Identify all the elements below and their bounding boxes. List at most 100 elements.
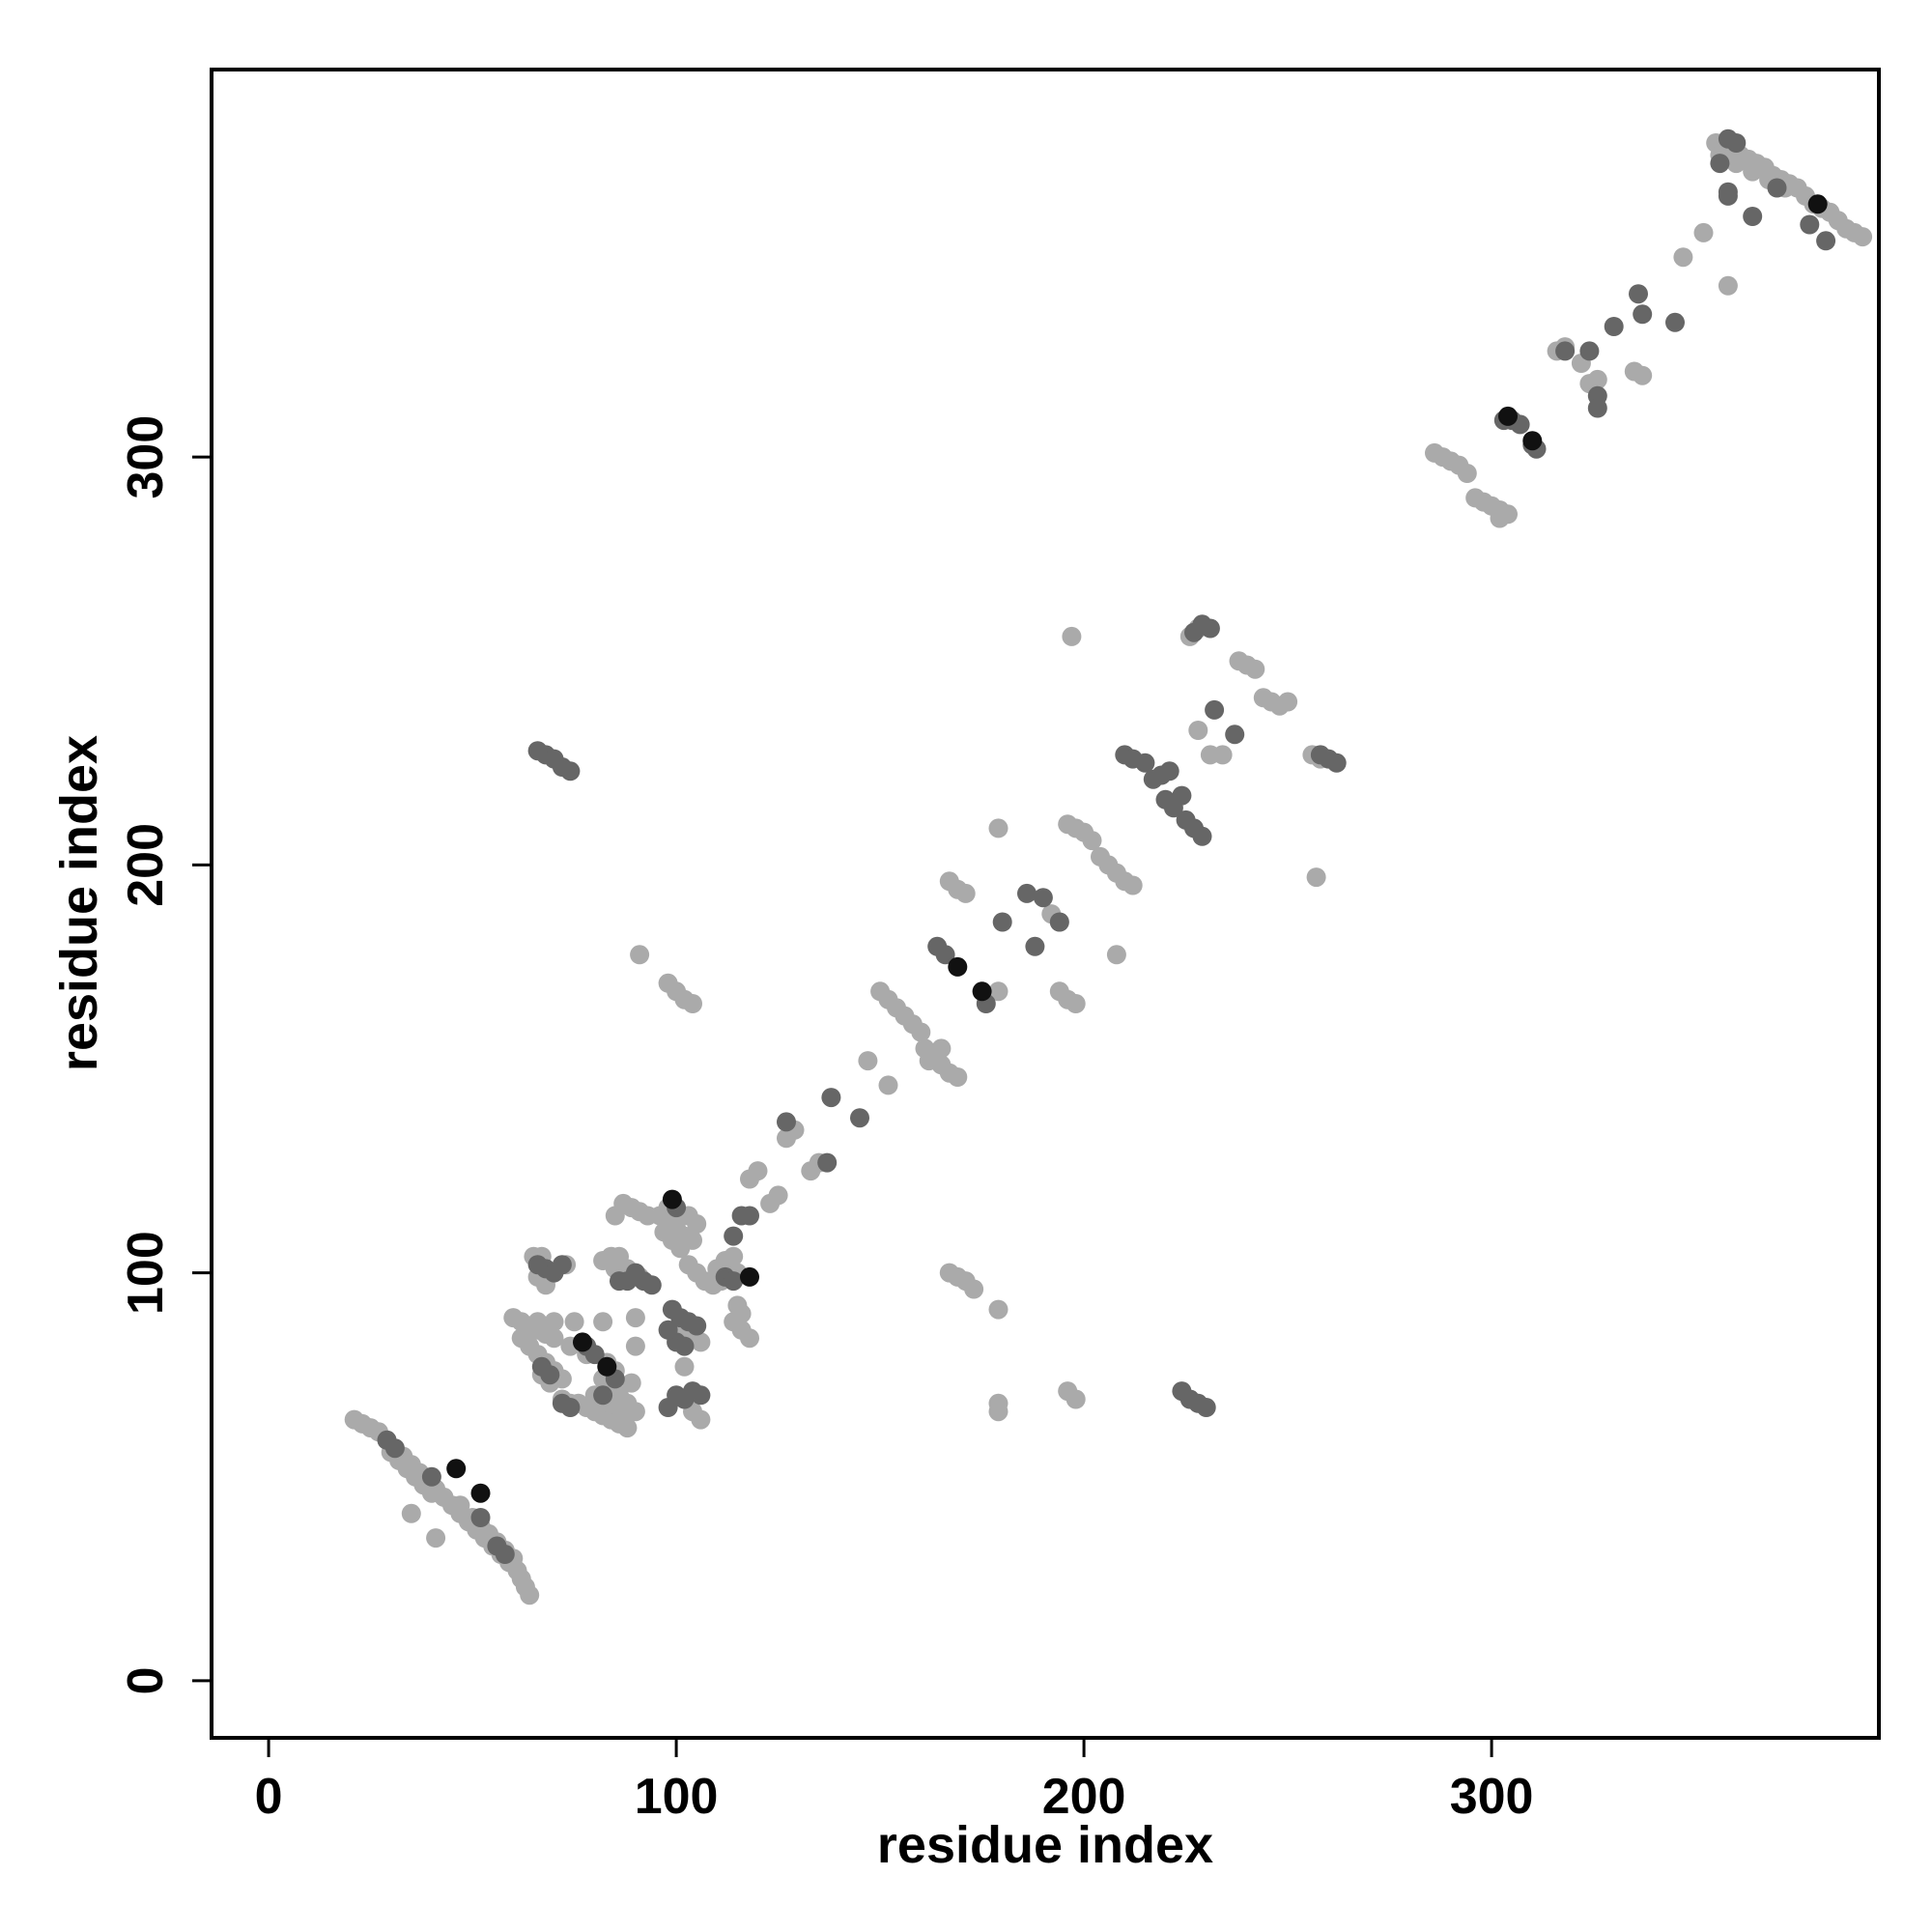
- y-axis-title: residue index: [50, 735, 108, 1071]
- point-dark-1: [470, 1483, 491, 1503]
- point-medium-42: [724, 1271, 744, 1292]
- point-medium-27: [641, 1275, 662, 1295]
- ticks-layer: 0 100 200 300 0 100 200 300: [118, 415, 1533, 1825]
- point-medium-71: [1225, 724, 1245, 745]
- point-medium-92: [1629, 284, 1648, 304]
- point-medium-60: [1135, 753, 1155, 773]
- point-light-221: [1587, 369, 1607, 389]
- point-light-128: [740, 1328, 759, 1349]
- point-light-133: [691, 1409, 711, 1430]
- point-light-198: [1245, 659, 1265, 679]
- point-light-205: [1306, 867, 1326, 888]
- point-dark-4: [662, 1189, 682, 1209]
- point-medium-93: [1633, 304, 1653, 325]
- point-medium-70: [1205, 699, 1225, 720]
- point-light-181: [1049, 981, 1069, 1002]
- point-light-135: [748, 1161, 768, 1181]
- point-medium-101: [1718, 185, 1738, 206]
- point-medium-10: [560, 761, 581, 781]
- points-layer: [344, 128, 1873, 1605]
- point-light-158: [948, 1067, 968, 1087]
- point-light-165: [964, 1279, 984, 1299]
- point-medium-54: [1025, 936, 1045, 956]
- point-medium-33: [674, 1336, 695, 1356]
- point-medium-74: [1200, 618, 1220, 639]
- point-light-178: [1082, 831, 1102, 851]
- point-light-71: [617, 1418, 638, 1438]
- point-light-30: [401, 1503, 421, 1523]
- plot-frame: [210, 68, 1881, 1740]
- point-medium-99: [1800, 214, 1820, 235]
- point-medium-20: [584, 1345, 605, 1365]
- point-light-193: [1188, 721, 1208, 740]
- point-light-167: [988, 981, 1009, 1002]
- point-light-216: [1490, 508, 1510, 528]
- point-light-29: [421, 1483, 441, 1503]
- point-dark-2: [573, 1332, 592, 1352]
- point-light-44: [544, 1328, 564, 1349]
- point-light-184: [1062, 626, 1082, 646]
- point-medium-63: [1159, 761, 1179, 781]
- point-light-243: [1853, 227, 1873, 247]
- point-medium-81: [1196, 1398, 1216, 1417]
- point-light-172: [919, 1051, 939, 1071]
- point-light-131: [674, 1356, 695, 1377]
- point-dark-3: [597, 1356, 617, 1377]
- point-light-249: [1718, 275, 1738, 296]
- point-medium-55: [1017, 883, 1037, 903]
- point-medium-48: [821, 1088, 841, 1108]
- point-light-189: [1122, 875, 1143, 895]
- y-tick-label-300: 300: [118, 415, 174, 499]
- point-medium-57: [1049, 912, 1069, 932]
- point-light-107: [670, 1238, 691, 1259]
- x-tick-label-0: 0: [255, 1769, 283, 1825]
- point-medium-69: [1192, 826, 1212, 846]
- point-light-84: [621, 1373, 641, 1393]
- point-light-52: [544, 1312, 564, 1332]
- point-light-23: [520, 1585, 540, 1605]
- point-medium-87: [1555, 341, 1576, 361]
- point-light-31: [426, 1528, 446, 1548]
- point-light-130: [727, 1295, 748, 1316]
- point-light-145: [683, 994, 702, 1013]
- point-medium-94: [1665, 312, 1685, 332]
- point-medium-98: [1767, 178, 1787, 198]
- point-light-168: [988, 1299, 1009, 1320]
- point-medium-77: [1326, 753, 1347, 773]
- point-medium-5: [495, 1545, 515, 1564]
- point-dark-6: [948, 956, 968, 977]
- point-light-246: [1743, 161, 1763, 182]
- x-tick-label-200: 200: [1042, 1769, 1126, 1825]
- point-medium-47: [817, 1152, 838, 1173]
- x-axis-title: residue index: [877, 1816, 1213, 1874]
- point-medium-31: [687, 1316, 707, 1336]
- point-light-124: [691, 1332, 711, 1352]
- point-medium-56: [1033, 888, 1053, 908]
- point-medium-43: [724, 1226, 744, 1246]
- point-light-223: [1633, 365, 1653, 385]
- point-medium-91: [1604, 317, 1624, 336]
- point-light-166: [988, 818, 1009, 838]
- x-tick-label-300: 300: [1450, 1769, 1534, 1825]
- point-medium-97: [1743, 207, 1763, 226]
- point-medium-103: [1726, 133, 1747, 153]
- point-medium-49: [850, 1108, 869, 1128]
- y-tick-label-200: 200: [118, 823, 174, 907]
- point-light-81: [617, 1393, 638, 1413]
- point-light-146: [858, 1051, 878, 1071]
- point-medium-14: [552, 1255, 572, 1275]
- point-light-245: [1726, 154, 1747, 174]
- point-medium-16: [540, 1365, 560, 1385]
- point-light-202: [1278, 692, 1298, 712]
- point-light-99: [630, 945, 650, 965]
- point-light-32: [450, 1495, 470, 1516]
- point-light-51: [527, 1312, 548, 1332]
- point-light-85: [625, 1336, 645, 1356]
- point-dark-8: [1498, 406, 1518, 426]
- point-light-152: [911, 1022, 931, 1042]
- point-medium-39: [658, 1398, 678, 1417]
- x-tick-label-100: 100: [635, 1769, 719, 1825]
- point-light-161: [955, 883, 976, 903]
- point-dark-9: [1522, 431, 1543, 451]
- point-medium-66: [1172, 785, 1192, 806]
